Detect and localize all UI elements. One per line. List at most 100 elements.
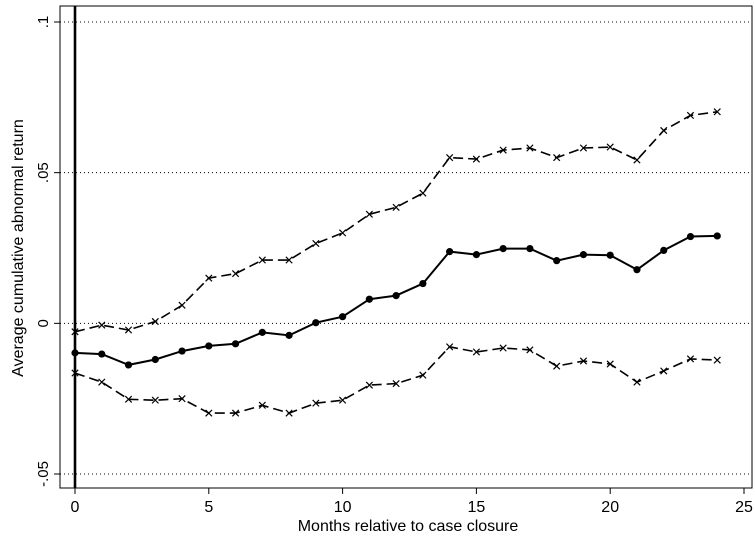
data-point bbox=[526, 245, 534, 253]
data-point bbox=[499, 146, 507, 154]
data-point bbox=[392, 292, 400, 300]
data-point bbox=[419, 371, 427, 379]
data-point-mark bbox=[178, 395, 186, 403]
data-point-mark bbox=[151, 396, 159, 404]
data-point-mark bbox=[71, 328, 79, 336]
data-point-mark bbox=[98, 378, 106, 386]
data-point-mark bbox=[526, 346, 534, 354]
data-point-mark bbox=[686, 111, 695, 120]
data-point bbox=[231, 269, 240, 278]
grid bbox=[60, 21, 752, 475]
data-point bbox=[606, 251, 614, 259]
data-point-mark bbox=[338, 229, 347, 237]
data-point bbox=[285, 331, 293, 339]
data-point bbox=[124, 326, 133, 334]
data-point bbox=[258, 256, 266, 264]
data-point bbox=[258, 401, 266, 409]
data-point-mark bbox=[124, 326, 133, 334]
data-point-mark bbox=[231, 269, 240, 278]
data-point-mark bbox=[285, 409, 293, 417]
data-point bbox=[446, 248, 454, 256]
data-point bbox=[472, 155, 481, 163]
data-point bbox=[231, 340, 240, 348]
data-point-mark bbox=[660, 126, 668, 135]
data-point bbox=[419, 189, 427, 197]
axes: -.05 0 .05 .1 0 5 10 15 20 25 bbox=[35, 5, 753, 516]
data-point bbox=[151, 317, 159, 326]
data-point bbox=[338, 229, 347, 237]
x-tick-label: 10 bbox=[334, 499, 352, 516]
data-point-mark bbox=[472, 348, 481, 356]
data-point bbox=[285, 409, 293, 417]
data-point-mark bbox=[579, 357, 588, 365]
data-point bbox=[633, 378, 641, 386]
data-point bbox=[205, 274, 213, 282]
data-point bbox=[472, 348, 481, 356]
data-point bbox=[312, 319, 320, 327]
data-point bbox=[178, 347, 186, 355]
series-line-mean bbox=[74, 234, 718, 366]
x-tick-label: 20 bbox=[601, 499, 619, 516]
data-point-mark bbox=[660, 367, 668, 375]
series-group bbox=[71, 108, 721, 417]
data-point bbox=[98, 378, 106, 386]
data-point bbox=[312, 399, 320, 407]
series-line-bound bbox=[74, 345, 718, 414]
data-point-mark bbox=[338, 396, 347, 404]
data-point-mark bbox=[499, 146, 507, 154]
data-point bbox=[713, 356, 721, 364]
data-point-mark bbox=[606, 360, 614, 368]
y-tick-label: .1 bbox=[35, 16, 52, 29]
data-point bbox=[98, 321, 106, 329]
data-point bbox=[178, 301, 186, 309]
data-point-mark bbox=[606, 143, 614, 151]
data-point bbox=[231, 409, 240, 417]
data-point bbox=[499, 245, 507, 253]
data-point bbox=[499, 344, 507, 352]
data-point bbox=[579, 251, 588, 259]
data-point bbox=[365, 381, 373, 389]
data-point-mark bbox=[151, 317, 159, 326]
plot-frame bbox=[59, 5, 753, 489]
data-point-mark bbox=[285, 256, 293, 264]
data-point bbox=[472, 251, 480, 259]
data-point-mark bbox=[392, 203, 400, 211]
data-point bbox=[633, 156, 641, 164]
data-point-mark bbox=[633, 156, 641, 164]
data-point-mark bbox=[205, 274, 213, 282]
data-point bbox=[205, 342, 213, 350]
data-point-mark bbox=[526, 144, 534, 152]
data-point bbox=[151, 396, 159, 404]
data-point-mark bbox=[71, 369, 79, 377]
data-point bbox=[71, 369, 79, 377]
data-point bbox=[526, 346, 534, 354]
data-point bbox=[686, 111, 695, 120]
data-point bbox=[392, 379, 400, 388]
data-point bbox=[124, 361, 133, 369]
data-point-mark bbox=[419, 189, 427, 197]
x-tick-label: 25 bbox=[735, 499, 753, 516]
data-point-mark bbox=[392, 379, 400, 388]
data-point bbox=[686, 355, 695, 363]
data-point-mark bbox=[686, 355, 695, 363]
data-point bbox=[339, 313, 347, 321]
data-point bbox=[446, 343, 454, 351]
data-point-mark bbox=[419, 371, 427, 379]
data-point bbox=[365, 210, 373, 218]
data-point bbox=[633, 266, 641, 274]
data-point bbox=[660, 246, 668, 255]
data-point-mark bbox=[446, 153, 454, 162]
data-point bbox=[285, 256, 293, 264]
data-point bbox=[713, 232, 721, 240]
data-point bbox=[526, 144, 534, 152]
data-point bbox=[98, 350, 106, 358]
data-point bbox=[553, 257, 561, 265]
data-point-mark bbox=[312, 239, 320, 248]
data-point bbox=[686, 232, 695, 241]
x-axis-label: Months relative to case closure bbox=[298, 518, 519, 535]
data-point-mark bbox=[178, 301, 186, 309]
y-tick-label: .05 bbox=[35, 162, 52, 183]
data-point bbox=[553, 362, 561, 370]
data-point bbox=[71, 349, 79, 357]
